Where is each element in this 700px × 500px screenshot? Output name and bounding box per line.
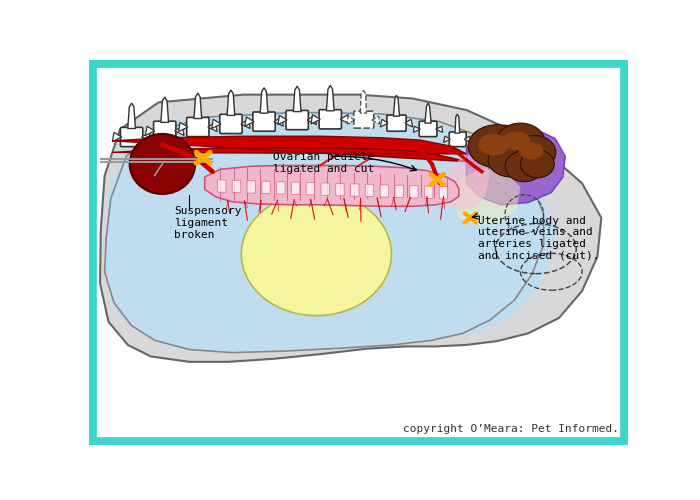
FancyBboxPatch shape [321,183,330,196]
Polygon shape [444,154,490,210]
FancyBboxPatch shape [475,146,491,160]
Polygon shape [175,126,184,136]
Ellipse shape [512,136,556,170]
FancyBboxPatch shape [419,121,437,136]
FancyBboxPatch shape [262,181,270,194]
Polygon shape [241,120,250,128]
Polygon shape [414,126,420,132]
Polygon shape [491,151,496,157]
FancyBboxPatch shape [276,182,285,194]
FancyBboxPatch shape [286,110,308,130]
Polygon shape [455,114,460,133]
FancyBboxPatch shape [218,180,226,192]
Polygon shape [146,126,155,136]
Polygon shape [127,103,135,128]
Ellipse shape [503,132,531,150]
Text: Uterine body and
uterine veins and
arteries ligated
and incised (cut).: Uterine body and uterine veins and arter… [478,216,600,260]
Ellipse shape [241,192,391,316]
FancyBboxPatch shape [253,112,275,131]
FancyBboxPatch shape [153,121,176,141]
FancyBboxPatch shape [232,180,241,192]
Polygon shape [245,117,254,126]
Polygon shape [211,120,221,128]
Text: Suspensory
ligament
broken: Suspensory ligament broken [174,206,241,240]
Text: copyright O’Meara: Pet Informed.: copyright O’Meara: Pet Informed. [403,424,619,434]
FancyBboxPatch shape [410,186,418,198]
Polygon shape [112,136,466,162]
Polygon shape [444,136,450,142]
Ellipse shape [478,134,509,156]
FancyBboxPatch shape [187,118,209,137]
Polygon shape [347,116,355,124]
Polygon shape [311,114,321,124]
Ellipse shape [468,124,526,168]
FancyBboxPatch shape [220,114,242,134]
Polygon shape [481,131,486,148]
Polygon shape [405,120,413,127]
Polygon shape [504,150,509,166]
FancyBboxPatch shape [365,184,374,196]
FancyBboxPatch shape [387,115,406,131]
Polygon shape [204,166,459,206]
Polygon shape [340,114,349,124]
FancyBboxPatch shape [247,181,256,193]
Polygon shape [326,86,334,111]
FancyBboxPatch shape [449,132,466,146]
Polygon shape [372,116,379,124]
Ellipse shape [488,143,534,177]
Text: Ovarian pedicle
ligated and cut: Ovarian pedicle ligated and cut [272,152,374,174]
Polygon shape [495,170,500,174]
Polygon shape [278,116,287,124]
Polygon shape [194,93,202,118]
Polygon shape [512,170,518,174]
FancyBboxPatch shape [319,110,342,129]
Polygon shape [161,97,169,122]
FancyBboxPatch shape [424,186,433,198]
Polygon shape [380,120,388,127]
FancyBboxPatch shape [380,185,389,197]
FancyBboxPatch shape [306,182,314,195]
Ellipse shape [130,134,195,194]
Polygon shape [178,122,188,132]
Polygon shape [466,126,565,205]
Polygon shape [360,90,367,113]
Polygon shape [100,94,601,362]
Polygon shape [435,126,442,132]
Polygon shape [141,132,151,141]
Polygon shape [455,168,521,226]
FancyBboxPatch shape [395,185,403,198]
Polygon shape [260,88,268,113]
FancyBboxPatch shape [354,111,374,128]
Ellipse shape [496,123,545,162]
Polygon shape [227,90,235,116]
FancyBboxPatch shape [499,165,514,178]
Polygon shape [393,95,400,116]
Polygon shape [464,136,471,142]
Ellipse shape [505,151,543,182]
FancyBboxPatch shape [439,186,448,199]
Polygon shape [470,151,477,157]
Polygon shape [105,112,555,351]
Polygon shape [208,122,217,132]
Ellipse shape [519,142,544,160]
Polygon shape [293,86,301,112]
FancyBboxPatch shape [351,184,359,196]
Polygon shape [425,103,431,123]
Polygon shape [307,116,316,124]
Ellipse shape [520,150,554,178]
Polygon shape [112,132,122,141]
FancyBboxPatch shape [120,128,143,146]
FancyBboxPatch shape [336,184,344,196]
Polygon shape [274,117,284,126]
FancyBboxPatch shape [291,182,300,194]
